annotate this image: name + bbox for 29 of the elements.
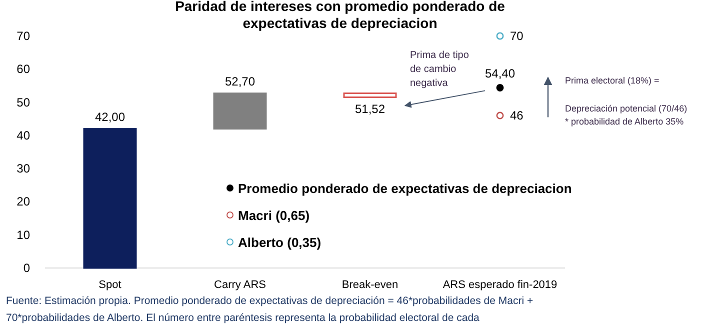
y-tick-label: 50 bbox=[16, 95, 30, 110]
x-tick-label: Break-even bbox=[342, 279, 398, 291]
y-tick-label: 60 bbox=[16, 62, 30, 76]
y-tick-label: 0 bbox=[23, 261, 30, 275]
annotation: 42,00 bbox=[94, 110, 126, 124]
legend-label: Alberto (0,35) bbox=[238, 235, 322, 250]
annotation: 52,70 bbox=[224, 74, 256, 88]
source-note: Fuente: Estimación propia. Promedio ponderado de expectativas de depreciación = 46*probabilidades de Macri + 70*probabilidades de Alberto. El número entre paréntesis representa la probabilidad electoral de cada bbox=[6, 295, 534, 324]
x-tick-label: ARS esperado fin-2019 bbox=[442, 279, 558, 291]
legend-label: Promedio ponderado de expectativas de depreciacion bbox=[238, 181, 572, 196]
bar bbox=[343, 92, 397, 98]
y-tick-label: 70 bbox=[16, 29, 30, 43]
legend-label: Macri (0,65) bbox=[238, 208, 310, 223]
bar bbox=[83, 128, 137, 269]
x-tick-label: Spot bbox=[98, 279, 122, 291]
y-tick-label: 30 bbox=[16, 162, 30, 176]
bar bbox=[213, 92, 267, 130]
annotation: 51,52 bbox=[354, 102, 386, 116]
data-label: 46 bbox=[510, 108, 524, 123]
y-tick-label: 20 bbox=[16, 194, 30, 209]
annotation: Depreciación potencial (70/46) * probabilidad de Alberto 35% bbox=[565, 104, 688, 127]
y-tick-label: 40 bbox=[16, 128, 30, 142]
chart-title: Paridad de intereses con promedio ponderado de expectativas de depreciacion bbox=[175, 0, 506, 31]
data-label: 70 bbox=[510, 29, 524, 43]
x-tick-label: Carry ARS bbox=[214, 279, 266, 291]
y-tick-label: 10 bbox=[16, 228, 30, 242]
data-label: 54,40 bbox=[484, 66, 516, 81]
annotation: Prima electoral (18%) = bbox=[565, 75, 660, 86]
annotation: Prima de tipo de cambio negativa bbox=[410, 50, 470, 89]
